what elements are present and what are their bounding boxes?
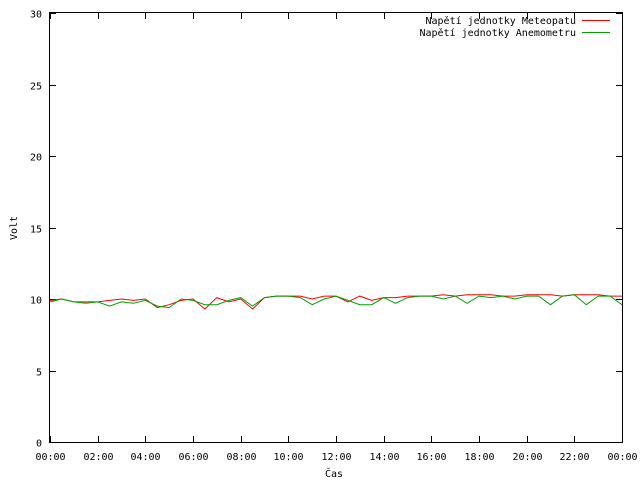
- x-tick-label: 10:00: [273, 452, 303, 463]
- x-tick-label: 20:00: [512, 452, 542, 463]
- series-lines: [49, 294, 623, 310]
- series-line-1: [49, 294, 622, 310]
- x-axis-ticks: 00:00 02:00 04:00 06:00 08:00 10:00 12:00 14:00…: [35, 13, 638, 463]
- x-tick-label: 08:00: [226, 452, 256, 463]
- x-tick-label: 00:00: [607, 452, 637, 463]
- x-tick-label: 12:00: [321, 452, 351, 463]
- x-tick-label: 16:00: [416, 452, 446, 463]
- x-tick-label: 22:00: [559, 452, 589, 463]
- legend-label-1: Napětí jednotky Meteopatu: [425, 15, 576, 27]
- y-tick-label: 10: [30, 296, 42, 307]
- x-tick-label: 00:00: [35, 452, 65, 463]
- series-line-2: [49, 294, 623, 309]
- x-tick-label: 06:00: [178, 452, 208, 463]
- x-tick-label: 04:00: [130, 452, 160, 463]
- y-tick-label: 25: [30, 82, 42, 93]
- y-tick-label: 5: [36, 368, 42, 379]
- y-tick-label: 15: [30, 225, 42, 236]
- y-axis-ticks: 0 5 10 15 20 25 30: [30, 10, 622, 450]
- y-tick-label: 30: [30, 10, 42, 21]
- x-axis-title: Čas: [325, 467, 343, 480]
- y-axis-title: Volt: [9, 216, 20, 240]
- legend-label-2: Napětí jednotky Anemometru: [419, 27, 576, 39]
- plot-frame: [49, 12, 623, 443]
- x-tick-label: 02:00: [83, 452, 113, 463]
- y-tick-label: 20: [30, 153, 42, 164]
- x-tick-label: 18:00: [464, 452, 494, 463]
- y-tick-label: 0: [36, 439, 42, 450]
- x-tick-label: 14:00: [369, 452, 399, 463]
